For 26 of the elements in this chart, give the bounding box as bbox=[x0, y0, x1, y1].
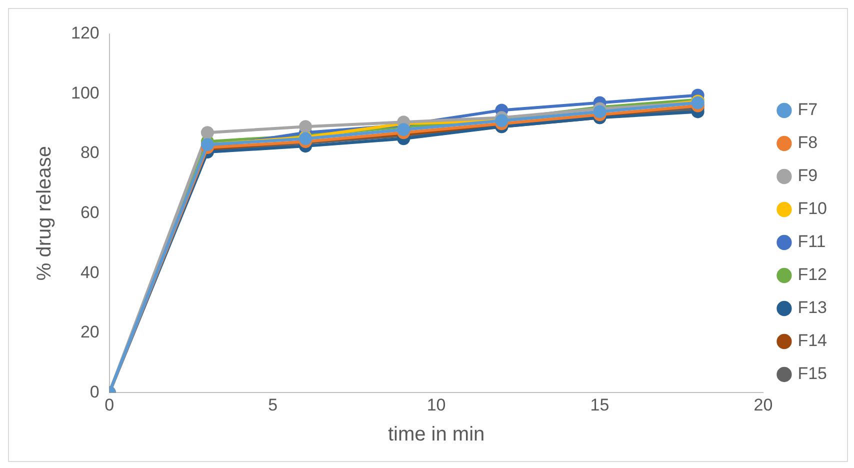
x-tick-label: 15 bbox=[590, 395, 610, 414]
point bbox=[397, 123, 410, 136]
y-tick-label: 40 bbox=[80, 262, 100, 282]
legend-label: F15 bbox=[798, 364, 828, 384]
point bbox=[299, 120, 312, 134]
x-tick-label: 5 bbox=[268, 395, 278, 414]
x-axis-title: time in min bbox=[388, 424, 485, 446]
legend-label: F11 bbox=[798, 232, 826, 252]
y-tick-label: 60 bbox=[80, 202, 100, 222]
legend-label: F12 bbox=[798, 265, 828, 284]
legend-label: F7 bbox=[798, 100, 818, 120]
legend-label: F9 bbox=[798, 166, 818, 186]
y-tick-label: 80 bbox=[80, 143, 100, 162]
y-tick-label: 100 bbox=[70, 83, 100, 102]
legend-label: F13 bbox=[798, 298, 828, 318]
x-tick-label: 20 bbox=[754, 395, 773, 414]
y-axis-title: % drug release bbox=[34, 146, 56, 281]
legend-label: F14 bbox=[798, 331, 828, 350]
y-tick-label: 120 bbox=[70, 24, 100, 43]
x-tick-label: 10 bbox=[426, 395, 446, 414]
legend-label: F10 bbox=[798, 199, 828, 218]
point bbox=[200, 126, 214, 140]
y-tick-label: 20 bbox=[80, 322, 100, 342]
y-tick-label: 0 bbox=[90, 382, 100, 402]
x-tick-label: 0 bbox=[104, 395, 114, 414]
legend-label: F8 bbox=[798, 133, 818, 152]
